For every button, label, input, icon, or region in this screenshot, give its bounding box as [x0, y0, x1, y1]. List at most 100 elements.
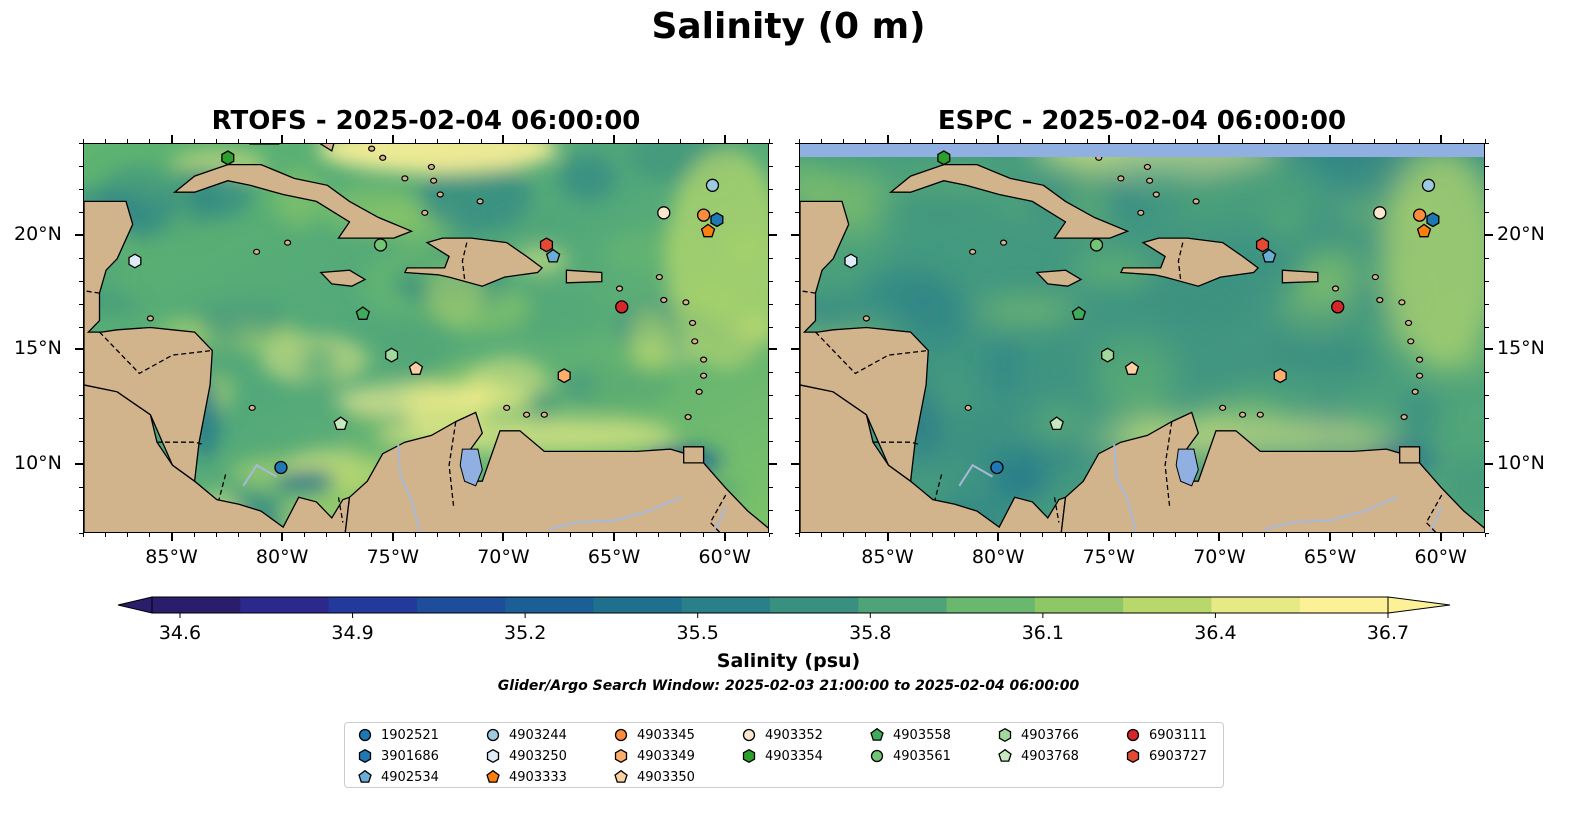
legend-marker-4903333[interactable]: [486, 769, 500, 783]
x-minor-tick-top: [1485, 139, 1486, 143]
float-marker-4903333[interactable]: [1416, 223, 1432, 238]
x-tick-mark: [170, 533, 173, 541]
legend-label: 4903768: [1021, 748, 1079, 764]
float-marker-4903354[interactable]: [221, 150, 235, 166]
float-marker-4903350[interactable]: [408, 361, 424, 375]
x-minor-tick-top: [1396, 139, 1398, 143]
y-minor-tick: [795, 303, 799, 305]
x-minor-tick-top: [1241, 139, 1243, 143]
hexagon-marker-icon: [742, 748, 756, 764]
legend-marker-4903244[interactable]: [486, 728, 500, 742]
circle-marker-icon: [870, 749, 884, 763]
x-minor-tick-top: [998, 139, 1000, 143]
legend-marker-6903727[interactable]: [1126, 748, 1140, 764]
float-marker-4903349[interactable]: [1273, 368, 1287, 384]
x-minor-tick-top: [392, 139, 394, 143]
x-tick-mark: [281, 533, 284, 541]
x-minor-tick-top: [1108, 139, 1110, 143]
float-marker-4903768[interactable]: [1049, 416, 1064, 431]
x-minor-tick: [769, 533, 770, 537]
x-minor-tick-top: [459, 139, 461, 143]
float-marker-4903250[interactable]: [844, 253, 858, 269]
x-minor-tick: [821, 533, 823, 537]
float-marker-4903345[interactable]: [696, 208, 711, 222]
float-marker-4903244[interactable]: [705, 178, 720, 192]
legend-marker-4902534[interactable]: [358, 769, 372, 783]
x-tick-label: 70°W: [477, 546, 530, 568]
y-minor-tick: [769, 211, 773, 213]
float-marker-3901686[interactable]: [1426, 212, 1440, 228]
x-minor-tick: [1352, 533, 1354, 537]
x-tick-label: 60°W: [698, 546, 751, 568]
map-panel-rtofs[interactable]: [83, 143, 769, 533]
float-marker-4903558[interactable]: [1071, 306, 1087, 320]
float-marker-4903561[interactable]: [373, 238, 388, 252]
float-marker-6903727[interactable]: [539, 237, 554, 253]
legend-marker-4903352[interactable]: [742, 728, 756, 742]
float-marker-6903111[interactable]: [1331, 300, 1345, 314]
y-minor-tick: [1485, 326, 1489, 328]
x-minor-tick: [1064, 533, 1066, 537]
float-marker-1902521[interactable]: [274, 460, 288, 475]
y-minor-tick: [1485, 280, 1489, 282]
colorbar-tick-label: 34.6: [158, 622, 202, 644]
legend-item-4903766: 4903766: [997, 727, 1079, 743]
float-marker-4903349[interactable]: [557, 368, 571, 384]
legend-marker-4903350[interactable]: [614, 769, 628, 783]
float-marker-4903333[interactable]: [700, 223, 716, 238]
legend-marker-1902521[interactable]: [358, 728, 372, 742]
float-marker-4903766[interactable]: [1101, 347, 1115, 363]
y-minor-tick: [795, 143, 799, 144]
float-marker-4903244[interactable]: [1421, 178, 1436, 192]
legend-marker-6903111[interactable]: [1126, 728, 1140, 742]
x-tick-label: 65°W: [587, 546, 641, 568]
x-minor-tick: [171, 533, 173, 537]
float-marker-4903350[interactable]: [1124, 361, 1140, 375]
float-marker-6903727[interactable]: [1255, 237, 1270, 253]
x-minor-tick-top: [865, 139, 867, 143]
y-minor-tick: [79, 165, 83, 167]
float-marker-4903766[interactable]: [385, 347, 399, 363]
x-minor-tick-top: [282, 139, 284, 143]
y-minor-tick: [769, 418, 773, 420]
float-marker-4903352[interactable]: [657, 206, 671, 220]
y-minor-tick: [769, 510, 773, 512]
float-marker-4903352[interactable]: [1373, 206, 1387, 220]
x-minor-tick: [193, 533, 195, 537]
x-minor-tick: [127, 533, 129, 537]
legend-marker-4903349[interactable]: [614, 748, 628, 764]
float-marker-4903768[interactable]: [333, 416, 348, 431]
map-panel-espc[interactable]: [799, 143, 1485, 533]
legend-marker-4903250[interactable]: [486, 748, 500, 764]
float-marker-6903111[interactable]: [615, 300, 629, 314]
x-minor-tick-top: [887, 139, 889, 143]
espc-masked-band: [800, 144, 1484, 157]
x-minor-tick: [1241, 533, 1243, 537]
x-minor-tick: [1086, 533, 1088, 537]
float-marker-4903558[interactable]: [355, 306, 371, 320]
x-minor-tick: [976, 533, 978, 537]
float-marker-1902521[interactable]: [990, 460, 1004, 475]
x-minor-tick: [83, 533, 84, 537]
float-marker-4902534[interactable]: [1261, 248, 1277, 263]
x-minor-tick-top: [304, 139, 306, 143]
legend-marker-3901686[interactable]: [358, 748, 372, 764]
float-marker-4903250[interactable]: [128, 253, 142, 269]
float-marker-4903345[interactable]: [1412, 208, 1427, 222]
legend-marker-4903354[interactable]: [742, 748, 756, 764]
x-minor-tick: [1130, 533, 1132, 537]
float-marker-3901686[interactable]: [710, 212, 724, 228]
pentagon-marker-icon: [870, 727, 884, 741]
x-tick-mark: [1329, 533, 1332, 541]
legend-marker-4903345[interactable]: [614, 728, 628, 742]
float-marker-4903561[interactable]: [1089, 238, 1104, 252]
legend-marker-4903561[interactable]: [870, 749, 884, 763]
float-marker-4903354[interactable]: [937, 150, 951, 166]
x-tick-mark: [1107, 533, 1110, 541]
legend-marker-4903768[interactable]: [998, 748, 1012, 762]
legend-marker-4903558[interactable]: [870, 727, 884, 741]
float-marker-4902534[interactable]: [545, 248, 561, 263]
x-minor-tick: [260, 533, 262, 537]
legend-marker-4903766[interactable]: [998, 727, 1012, 743]
legend-item-4903768: 4903768: [997, 748, 1079, 764]
